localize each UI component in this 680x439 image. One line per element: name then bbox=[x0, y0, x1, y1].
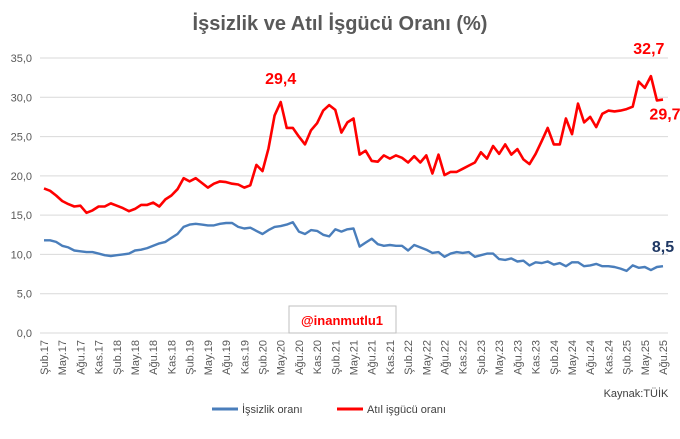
data-label: 32,7 bbox=[633, 41, 664, 58]
x-tick-label: Ağu.21 bbox=[367, 340, 379, 375]
y-tick-label: 35,0 bbox=[11, 53, 32, 65]
y-tick-label: 30,0 bbox=[11, 92, 32, 104]
x-tick-label: Ağu.24 bbox=[585, 340, 597, 375]
x-tick-label: May.19 bbox=[203, 340, 215, 375]
x-tick-label: Ağu.17 bbox=[75, 340, 87, 375]
x-tick-label: Şub.20 bbox=[257, 340, 269, 375]
x-tick-label: Kas.18 bbox=[166, 340, 178, 374]
source-label: Kaynak:TÜİK bbox=[604, 387, 669, 400]
y-tick-label: 0,0 bbox=[17, 328, 32, 340]
x-tick-label: May.20 bbox=[276, 340, 288, 375]
data-label: 8,5 bbox=[652, 239, 674, 256]
x-tick-label: Ağu.22 bbox=[440, 340, 452, 375]
chart-title: İşsizlik ve Atıl İşgücü Oranı (%) bbox=[193, 12, 488, 35]
x-tick-label: May.25 bbox=[640, 340, 652, 375]
x-tick-label: May.23 bbox=[494, 340, 506, 375]
legend-label-underutilization: Atıl işgücü oranı bbox=[367, 404, 446, 416]
x-tick-label: Ağu.25 bbox=[658, 340, 670, 375]
x-tick-label: Kas.17 bbox=[94, 340, 106, 374]
data-label: 29,7 bbox=[649, 107, 680, 124]
x-tick-label: Şub.17 bbox=[39, 340, 51, 375]
x-tick-label: Kas.22 bbox=[458, 340, 470, 374]
x-tick-label: May.24 bbox=[567, 340, 579, 375]
x-tick-label: Kas.19 bbox=[239, 340, 251, 374]
x-tick-label: Kas.20 bbox=[312, 340, 324, 374]
x-tick-label: May.22 bbox=[421, 340, 433, 375]
x-tick-label: May.18 bbox=[130, 340, 142, 375]
legend-label-unemployment: İşsizlik oranı bbox=[242, 403, 303, 416]
x-tick-label: Ağu.18 bbox=[148, 340, 160, 375]
x-tick-label: Şub.18 bbox=[112, 340, 124, 375]
x-tick-label: Kas.21 bbox=[385, 340, 397, 374]
x-tick-label: Kas.24 bbox=[603, 340, 615, 374]
series-line-underutilization bbox=[43, 74, 664, 215]
watermark-text: @inanmutlu1 bbox=[301, 313, 383, 328]
y-tick-label: 25,0 bbox=[11, 132, 32, 144]
x-tick-label: Şub.24 bbox=[549, 340, 561, 375]
y-tick-label: 5,0 bbox=[17, 289, 32, 301]
x-tick-label: Şub.22 bbox=[403, 340, 415, 375]
x-tick-label: Şub.21 bbox=[330, 340, 342, 375]
watermark-box bbox=[288, 305, 397, 334]
x-tick-label: Ağu.23 bbox=[512, 340, 524, 375]
x-tick-label: Ağu.19 bbox=[221, 340, 233, 375]
x-tick-label: Şub.25 bbox=[622, 340, 634, 375]
x-tick-label: May.21 bbox=[349, 340, 361, 375]
legend: İşsizlik oranı Atıl işgücü oranı bbox=[212, 403, 446, 416]
y-tick-label: 15,0 bbox=[11, 210, 32, 222]
x-tick-label: May.17 bbox=[57, 340, 69, 375]
x-tick-label: Kas.23 bbox=[531, 340, 543, 374]
y-tick-label: 10,0 bbox=[11, 249, 32, 261]
y-tick-label: 20,0 bbox=[11, 171, 32, 183]
series-line-unemployment bbox=[44, 220, 664, 273]
x-tick-label: Ağu.20 bbox=[294, 340, 306, 375]
x-tick-label: Şub.19 bbox=[185, 340, 197, 375]
data-label: 29,4 bbox=[265, 71, 296, 88]
x-tick-label: Şub.23 bbox=[476, 340, 488, 375]
